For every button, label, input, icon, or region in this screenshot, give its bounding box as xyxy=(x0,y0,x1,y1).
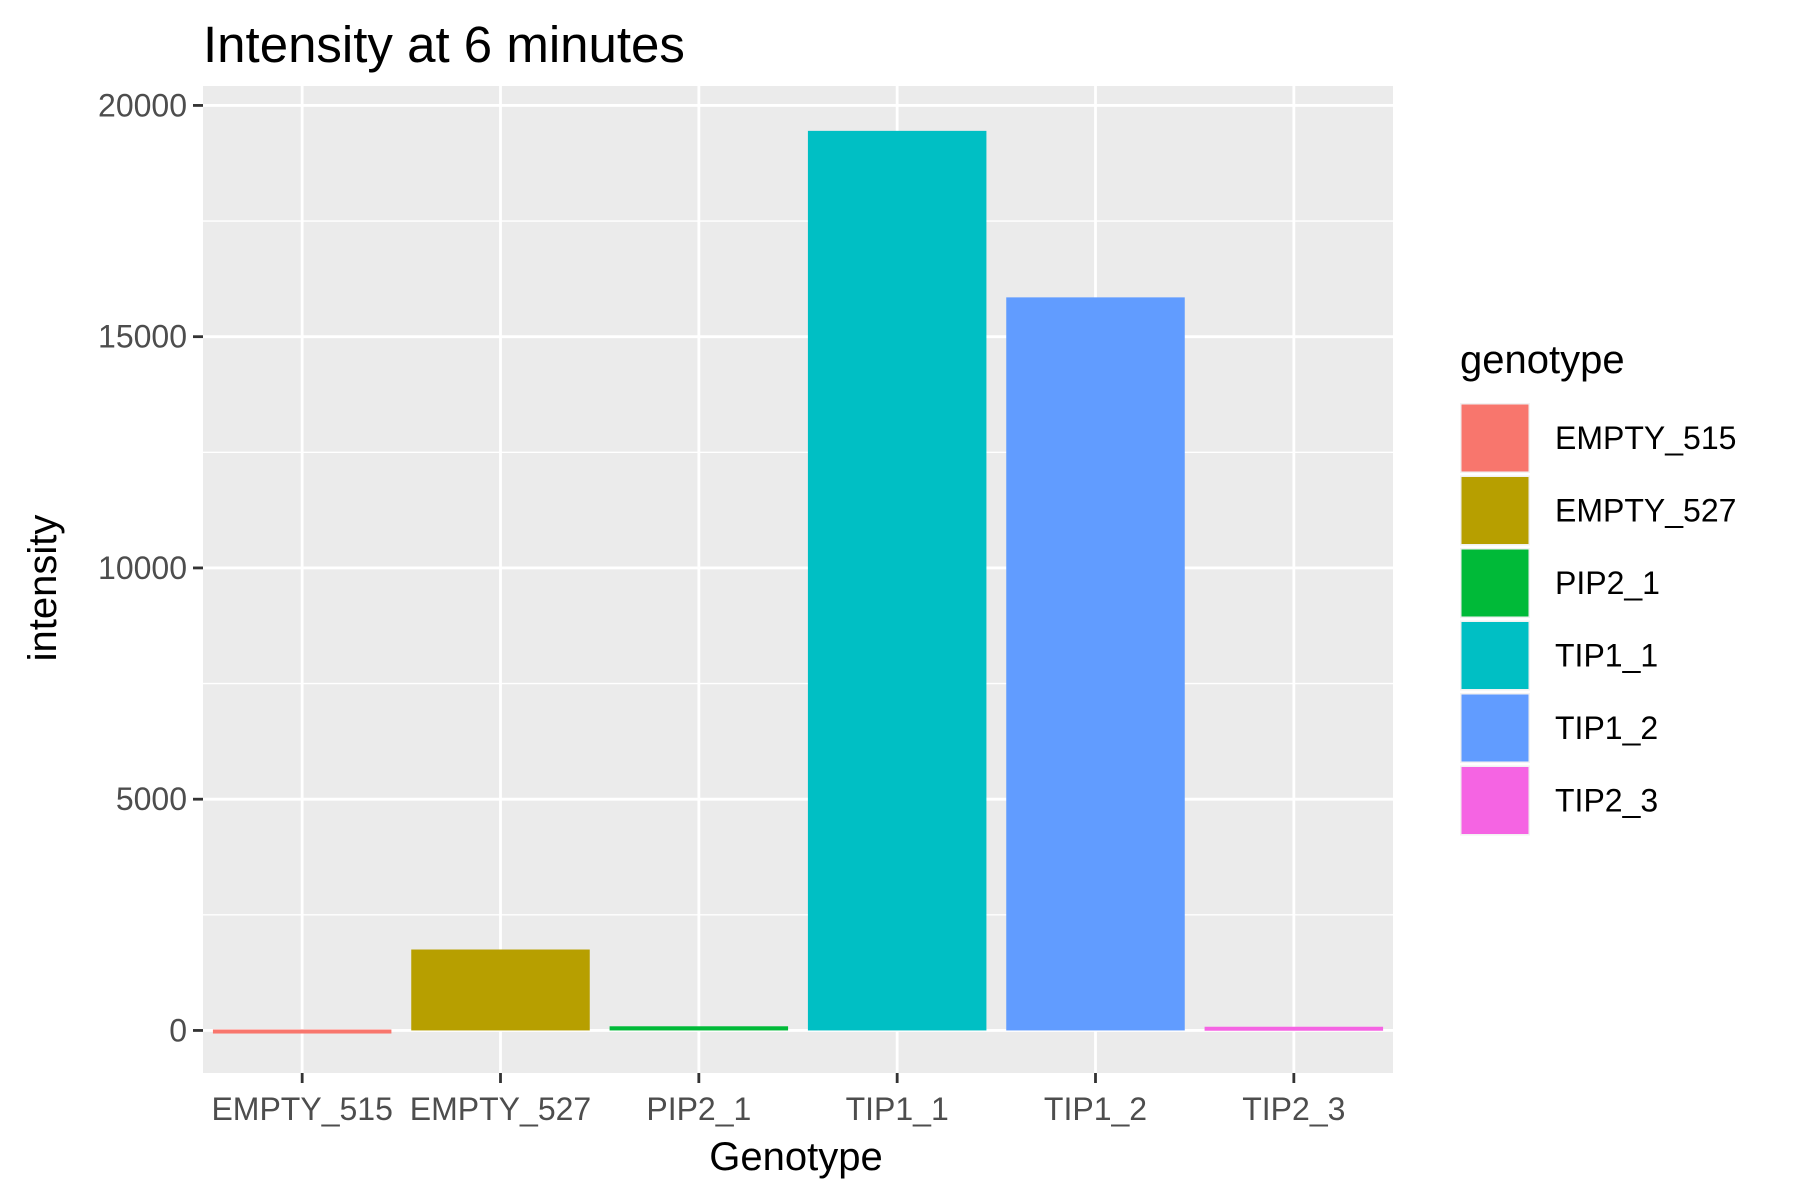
legend-label: PIP2_1 xyxy=(1555,565,1660,601)
legend-swatch xyxy=(1461,694,1529,762)
x-tick-label: TIP2_3 xyxy=(1242,1091,1345,1127)
panel-background xyxy=(203,86,1393,1073)
legend-swatch xyxy=(1461,477,1529,544)
legend-label: TIP2_3 xyxy=(1555,783,1658,819)
legend-label: EMPTY_527 xyxy=(1555,493,1736,529)
plot-panel xyxy=(203,86,1393,1073)
y-axis-title: intensity xyxy=(21,515,65,662)
legend-swatch xyxy=(1461,622,1529,689)
legend: genotype EMPTY_515 EMPTY_527 PIP2_1 TIP1_1 T… xyxy=(1460,338,1736,836)
x-tick-label: EMPTY_515 xyxy=(211,1091,392,1127)
x-tick-label: EMPTY_527 xyxy=(410,1091,591,1127)
x-axis-title: Genotype xyxy=(709,1135,882,1179)
legend-label: EMPTY_515 xyxy=(1555,420,1736,456)
legend-title: genotype xyxy=(1460,338,1625,382)
legend-swatch xyxy=(1461,549,1529,617)
legend-label: TIP1_2 xyxy=(1555,710,1658,746)
axes: 0 5000 10000 15000 20000 EMPTY_515 EMPTY_527 PI… xyxy=(98,87,1345,1127)
bar-empty-527 xyxy=(411,949,590,1031)
chart-title: Intensity at 6 minutes xyxy=(203,16,685,73)
bar-pip2-1 xyxy=(609,1026,789,1031)
bar-tip2-3 xyxy=(1204,1026,1384,1031)
legend-swatch xyxy=(1461,404,1529,472)
bar-empty-515 xyxy=(212,1029,392,1034)
x-tick-label: TIP1_1 xyxy=(846,1091,949,1127)
y-tick-label: 0 xyxy=(169,1012,187,1048)
x-tick-label: PIP2_1 xyxy=(646,1091,751,1127)
y-tick-label: 20000 xyxy=(98,87,187,123)
legend-label: TIP1_1 xyxy=(1555,638,1658,674)
x-tick-label: TIP1_2 xyxy=(1044,1091,1147,1127)
bar-tip1-1 xyxy=(807,130,987,1031)
y-tick-label: 15000 xyxy=(98,319,187,355)
y-tick-label: 10000 xyxy=(98,550,187,586)
legend-swatch xyxy=(1461,767,1529,834)
y-tick-label: 5000 xyxy=(116,781,187,817)
bar-tip1-2 xyxy=(1006,297,1185,1031)
